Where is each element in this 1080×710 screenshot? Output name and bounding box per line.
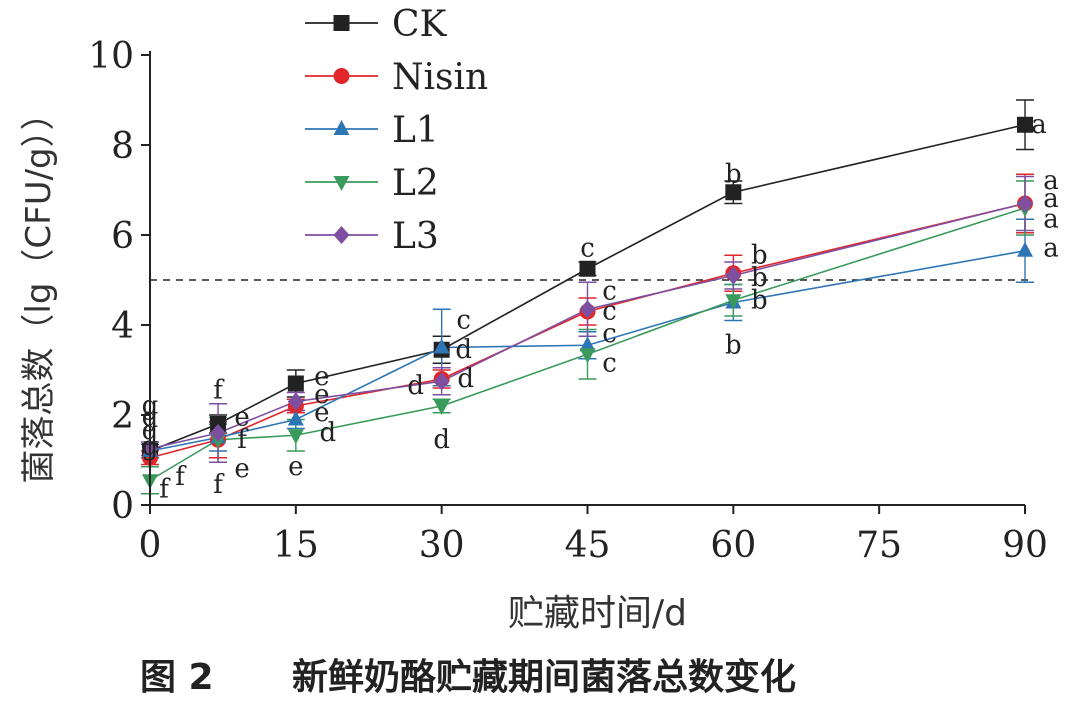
figure-number: 图 2	[140, 657, 214, 698]
y-tick-label: 8	[111, 126, 134, 167]
significance-letter: a	[1043, 184, 1059, 214]
significance-letter: c	[456, 306, 471, 336]
x-tick-label: 90	[1002, 525, 1048, 566]
significance-letter: c	[602, 348, 617, 378]
data-point-l1	[433, 338, 450, 354]
x-axis-label: 贮藏时间/d	[508, 593, 687, 634]
legend-marker-nisin	[333, 68, 350, 84]
significance-letter: f	[213, 470, 225, 500]
y-tick-label: 10	[88, 36, 134, 77]
data-point-l3	[1017, 194, 1033, 213]
significance-letter: b	[725, 330, 742, 360]
x-tick-label: 60	[710, 525, 756, 566]
significance-letter: d	[407, 371, 424, 401]
figure-caption: 图 2 新鲜奶酪贮藏期间菌落总数变化	[0, 640, 1080, 700]
data-point-ck	[1017, 116, 1033, 133]
significance-letter: e	[314, 398, 329, 428]
significance-letter: e	[314, 362, 329, 392]
data-point-l3	[210, 424, 227, 442]
legend-marker-ck	[333, 15, 350, 31]
x-tick-label: 0	[139, 525, 162, 566]
significance-letter: e	[314, 380, 329, 410]
legend-marker-l2	[333, 176, 350, 191]
y-tick-label: 0	[111, 486, 134, 527]
legend-marker-l3	[333, 226, 350, 244]
significance-letter: b	[725, 159, 742, 189]
significance-letter: c	[580, 234, 595, 264]
data-point-ck	[579, 260, 596, 277]
x-tick-label: 75	[856, 525, 902, 566]
data-point-l3	[579, 300, 596, 319]
x-tick-label: 45	[565, 525, 611, 566]
significance-letter: a	[1043, 204, 1059, 234]
data-point-l2	[433, 400, 450, 415]
legend-label-l1: L1	[392, 110, 439, 151]
significance-letter: a	[1043, 234, 1059, 264]
data-point-l1	[1017, 241, 1033, 257]
significance-letter: f	[213, 375, 225, 405]
data-point-l3	[287, 392, 304, 411]
significance-letter: d	[320, 418, 337, 448]
data-point-l3	[725, 266, 742, 285]
data-point-l1	[579, 336, 596, 352]
legend-label-l2: L2	[392, 163, 439, 204]
significance-letter: b	[751, 240, 768, 270]
data-point-ck	[287, 375, 304, 392]
x-tick-label: 30	[419, 525, 465, 566]
legend-label-nisin: Nisin	[392, 57, 488, 98]
y-axis-label: 菌落总数（lg（CFU/g））	[19, 96, 59, 483]
legend-label-l3: L3	[392, 216, 439, 257]
significance-letter: a	[1043, 166, 1059, 196]
significance-letter: d	[457, 364, 474, 394]
data-point-l2	[287, 429, 304, 445]
y-tick-label: 6	[111, 216, 134, 257]
significance-letter: d	[455, 335, 472, 365]
significance-letter: b	[751, 285, 768, 315]
data-point-l2	[579, 348, 596, 364]
x-tick-label: 15	[273, 525, 319, 566]
significance-letter: e	[234, 402, 249, 432]
figure-title: 新鲜奶酪贮藏期间菌落总数变化	[292, 657, 797, 698]
significance-letter: f	[237, 425, 249, 455]
data-point-l1	[287, 410, 304, 426]
significance-letter: a	[1031, 110, 1047, 140]
legend-marker-l1	[333, 120, 350, 135]
significance-letter: b	[751, 263, 768, 293]
significance-letter: e	[234, 454, 249, 484]
data-point-l3	[433, 372, 450, 391]
significance-letter: d	[433, 425, 450, 455]
significance-letter: c	[602, 276, 617, 306]
data-point-l2	[725, 294, 742, 310]
significance-letter: c	[602, 319, 617, 349]
significance-letter: e	[288, 452, 303, 482]
legend-label-ck: CK	[392, 4, 448, 45]
significance-letter: f	[175, 462, 187, 492]
y-tick-label: 4	[111, 306, 134, 347]
data-point-ck	[725, 184, 742, 201]
y-tick-label: 2	[111, 396, 134, 437]
significance-letter: c	[602, 297, 617, 327]
significance-letter: f	[159, 474, 171, 504]
